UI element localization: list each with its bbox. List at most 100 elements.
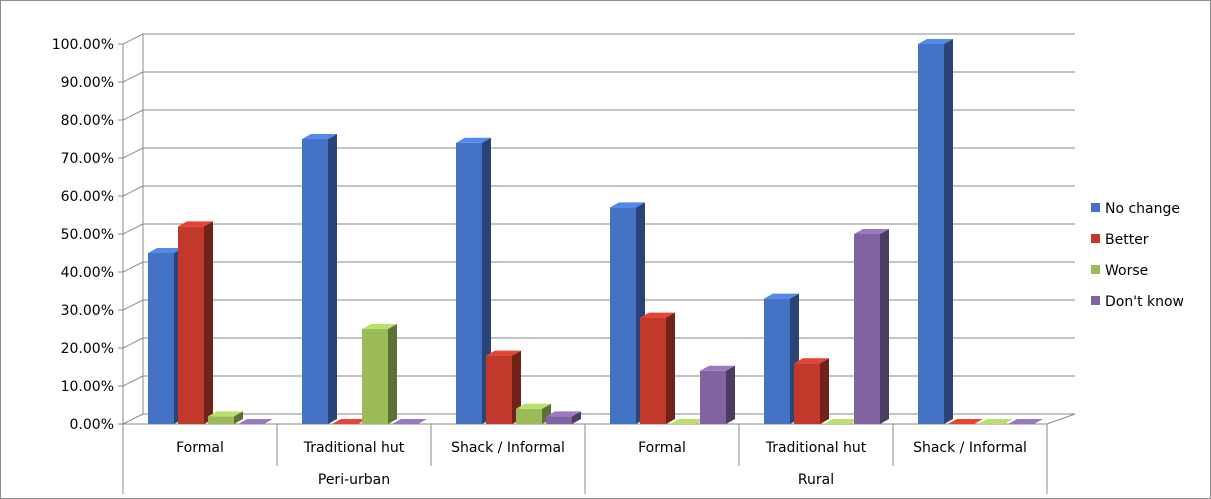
x-category-label: Formal bbox=[638, 440, 686, 456]
bar-top bbox=[794, 358, 829, 364]
bar bbox=[148, 248, 183, 424]
bar bbox=[208, 411, 243, 424]
legend-swatch bbox=[1091, 203, 1100, 212]
bar bbox=[546, 411, 581, 424]
bar bbox=[362, 324, 397, 424]
x-category-label: Traditional hut bbox=[303, 440, 405, 456]
bar-front bbox=[302, 139, 328, 424]
bar bbox=[456, 137, 491, 425]
axis-labels: 0.00% 10.00% 20.00% 30.00% 40.00% 50.00% 60.00… bbox=[52, 37, 1027, 488]
bar-front bbox=[208, 416, 234, 424]
bar-front bbox=[640, 317, 666, 424]
bar-top bbox=[978, 419, 1013, 424]
legend-swatch bbox=[1091, 234, 1100, 243]
y-tick-label: 90.00% bbox=[61, 75, 114, 91]
gridline-side bbox=[122, 223, 144, 235]
bar-front bbox=[178, 226, 204, 424]
bar-top bbox=[854, 229, 889, 234]
bar-top bbox=[362, 324, 397, 329]
bar-top bbox=[1008, 419, 1043, 424]
bar-side bbox=[234, 411, 243, 424]
bar-front bbox=[486, 355, 512, 424]
x-category-label: Shack / Informal bbox=[451, 440, 565, 456]
bar bbox=[302, 134, 337, 424]
bar bbox=[486, 350, 521, 424]
bar-front bbox=[854, 234, 880, 424]
bar bbox=[1008, 419, 1043, 424]
bar-front bbox=[148, 253, 174, 424]
bar-top bbox=[392, 419, 427, 424]
gridline-side bbox=[122, 337, 144, 349]
bar-side bbox=[388, 324, 397, 424]
bar bbox=[332, 419, 367, 424]
bar-top bbox=[700, 365, 735, 371]
bar bbox=[794, 358, 829, 424]
bar-front bbox=[764, 298, 790, 424]
bar-top bbox=[208, 411, 243, 417]
legend-label: No change bbox=[1105, 201, 1180, 217]
bar-side bbox=[944, 39, 953, 424]
bar-top bbox=[948, 419, 983, 424]
gridline-side bbox=[122, 109, 144, 121]
legend-swatch bbox=[1091, 296, 1100, 305]
bar-side bbox=[820, 358, 829, 424]
y-tick-label: 100.00% bbox=[52, 37, 114, 53]
bar-front bbox=[700, 370, 726, 424]
y-tick-label: 60.00% bbox=[61, 189, 114, 205]
y-tick-label: 0.00% bbox=[70, 417, 114, 433]
bar bbox=[392, 419, 427, 424]
bar-top bbox=[546, 411, 581, 417]
bar-side bbox=[726, 365, 735, 424]
bar-top bbox=[764, 293, 799, 299]
bar bbox=[764, 293, 799, 424]
bar-top bbox=[670, 419, 705, 424]
bar-top bbox=[178, 221, 213, 227]
legend-item: No change bbox=[1091, 201, 1180, 217]
bar-side bbox=[572, 411, 581, 424]
gridline-side bbox=[122, 185, 144, 197]
bar-front bbox=[794, 363, 820, 424]
bar bbox=[610, 202, 645, 424]
y-tick-label: 30.00% bbox=[61, 303, 114, 319]
bar-front bbox=[546, 416, 572, 424]
gridline-side bbox=[122, 261, 144, 273]
bar-front bbox=[362, 329, 388, 424]
bar bbox=[978, 419, 1013, 424]
legend-item: Worse bbox=[1091, 263, 1148, 279]
bar bbox=[918, 39, 953, 424]
y-tick-label: 10.00% bbox=[61, 379, 114, 395]
gridline-side bbox=[122, 71, 144, 83]
y-tick-label: 50.00% bbox=[61, 227, 114, 243]
bar bbox=[670, 419, 705, 424]
bar-side bbox=[880, 229, 889, 424]
legend-label: Better bbox=[1105, 232, 1149, 248]
bar-top bbox=[516, 403, 551, 409]
y-tick-label: 40.00% bbox=[61, 265, 114, 281]
legend-swatch bbox=[1091, 265, 1100, 274]
legend-label: Worse bbox=[1105, 263, 1148, 279]
y-tick-label: 80.00% bbox=[61, 113, 114, 129]
x-category-label: Formal bbox=[176, 440, 224, 456]
legend-item: Better bbox=[1091, 232, 1149, 248]
y-tick-label: 20.00% bbox=[61, 341, 114, 357]
x-category-label: Shack / Informal bbox=[913, 440, 1027, 456]
bar-front bbox=[456, 142, 482, 425]
bar bbox=[948, 419, 983, 424]
x-group-label: Peri-urban bbox=[318, 472, 390, 488]
bar-top bbox=[332, 419, 367, 424]
bar bbox=[516, 403, 551, 424]
x-category-label: Traditional hut bbox=[765, 440, 867, 456]
bar bbox=[238, 419, 273, 424]
legend-item: Don't know bbox=[1091, 294, 1184, 310]
gridline-side bbox=[122, 375, 144, 387]
bar bbox=[824, 419, 859, 424]
bar-side bbox=[328, 134, 337, 424]
gridline-side bbox=[122, 33, 144, 45]
bar-top bbox=[486, 350, 521, 356]
bar-side bbox=[512, 350, 521, 424]
bar-top bbox=[148, 248, 183, 253]
bar-top bbox=[238, 419, 273, 424]
bar-top bbox=[610, 202, 645, 208]
x-group-label: Rural bbox=[798, 472, 834, 488]
